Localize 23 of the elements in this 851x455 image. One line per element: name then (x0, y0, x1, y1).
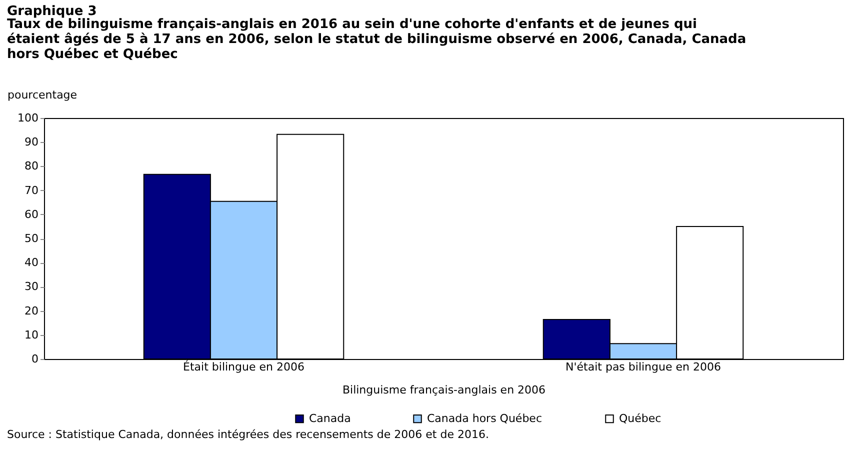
y-tick-label: 40 (24, 256, 38, 270)
y-axis-title: pourcentage (8, 88, 78, 102)
x-axis-title: Bilinguisme français-anglais en 2006 (342, 384, 546, 396)
chart-title: Graphique 3 (7, 4, 97, 19)
text: hors Québec et Québec (7, 47, 178, 62)
y-tick-label: 90 (24, 136, 38, 149)
y-tick-label: 100 (18, 112, 38, 124)
legend-label: Canada (309, 412, 351, 425)
y-tick-label: 50 (24, 232, 38, 245)
text: étaient âgés de 5 à 17 ans en 2006, selon le statut de bilinguisme observé en 2006, Canada, Canada (7, 32, 746, 47)
y-tick-label: 30 (24, 280, 38, 294)
y-tick-label: 0 (32, 352, 38, 366)
y-tick-label: 20 (24, 304, 38, 318)
text: Taux de bilinguisme français-anglais en 2016 au sein d'une cohorte d'enfants et de jeunes qui (7, 17, 697, 32)
y-tick-label: 60 (24, 208, 38, 221)
y-tick-label: 80 (24, 160, 38, 173)
x-tick-label: Était bilingue en 2006 (183, 360, 304, 374)
source-note: Source : Statistique Canada, données intégrées des recensements de 2006 et de 2016. (7, 428, 489, 441)
x-tick-label: N'était pas bilingue en 2006 (566, 360, 721, 374)
y-tick-label: 10 (24, 328, 38, 342)
legend-label: Québec (619, 412, 662, 425)
y-tick-label: 70 (24, 184, 38, 197)
legend-label: Canada hors Québec (427, 412, 542, 425)
